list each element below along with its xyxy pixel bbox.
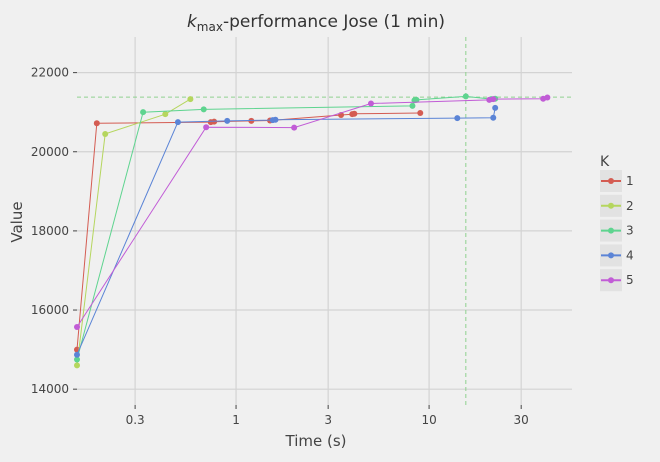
title-k: k (187, 12, 198, 32)
series-layer (74, 93, 551, 369)
data-point (490, 96, 497, 103)
series-line-2 (76, 98, 191, 366)
series-2 (74, 96, 194, 369)
data-point (187, 96, 194, 103)
y-axis-ticks: 14000 16000 18000 20000 22000 (31, 66, 77, 396)
title-rest: -performance Jose (1 min) (223, 12, 445, 32)
y-axis-label: Value (8, 201, 26, 242)
series-line-5 (76, 97, 548, 328)
series-line-3 (76, 95, 496, 360)
data-point (413, 96, 420, 103)
y-tick-label: 22000 (31, 66, 69, 80)
legend-item-5: 5 (600, 269, 634, 292)
data-point (74, 351, 80, 358)
data-point (203, 124, 210, 131)
legend-item-4: 4 (600, 244, 634, 267)
y-tick-label: 18000 (31, 224, 69, 238)
data-point (74, 324, 80, 331)
chart-title: kmax-performance Jose (1 min) (187, 12, 445, 34)
y-tick-label: 14000 (31, 382, 69, 396)
x-axis-ticks: 0.3 1 3 10 30 (126, 405, 529, 427)
series-5 (74, 94, 551, 331)
data-point (291, 124, 298, 131)
data-point (102, 130, 109, 137)
data-point (200, 106, 207, 113)
y-tick-label: 20000 (31, 145, 69, 159)
legend-label: 5 (626, 273, 634, 287)
data-point (492, 104, 499, 111)
data-point (454, 115, 461, 122)
y-tick-label: 16000 (31, 303, 69, 317)
data-point (93, 120, 100, 127)
legend-label: 1 (626, 174, 634, 188)
x-tick-label: 3 (324, 413, 332, 427)
legend-item-2: 2 (600, 194, 634, 217)
data-point (544, 94, 551, 101)
data-point (272, 116, 279, 123)
data-point (74, 362, 80, 369)
data-point (140, 109, 147, 116)
series-4 (74, 104, 499, 358)
data-point (409, 102, 416, 109)
legend-item-1: 1 (600, 170, 634, 192)
title-subscript: max (197, 20, 223, 34)
legend-key-marker (608, 202, 614, 209)
legend-title: K (600, 154, 610, 170)
legend-key-marker (608, 277, 614, 284)
x-tick-label: 1 (232, 413, 240, 427)
x-tick-label: 10 (421, 413, 436, 427)
legend-key-marker (608, 178, 614, 184)
data-point (490, 114, 497, 121)
data-point (74, 356, 80, 363)
series-3 (74, 93, 499, 363)
data-point (174, 119, 181, 126)
data-point (162, 111, 169, 118)
x-axis-label: Time (s) (285, 432, 347, 450)
x-tick-label: 0.3 (126, 413, 145, 427)
grid (77, 37, 572, 405)
data-point (462, 93, 469, 100)
legend-label: 4 (626, 248, 634, 262)
legend-key-marker (608, 252, 614, 259)
legend-key-marker (608, 227, 614, 234)
data-point (224, 117, 231, 124)
data-point (417, 109, 424, 116)
x-tick-label: 30 (514, 413, 529, 427)
legend-items: 1 2 3 4 5 (600, 170, 634, 292)
data-point (367, 100, 374, 107)
legend-item-3: 3 (600, 219, 634, 242)
reference-lines (77, 37, 572, 405)
legend-label: 3 (626, 224, 634, 238)
data-point (351, 110, 358, 117)
legend: K 1 2 3 4 5 (600, 154, 634, 292)
legend-label: 2 (626, 199, 634, 213)
